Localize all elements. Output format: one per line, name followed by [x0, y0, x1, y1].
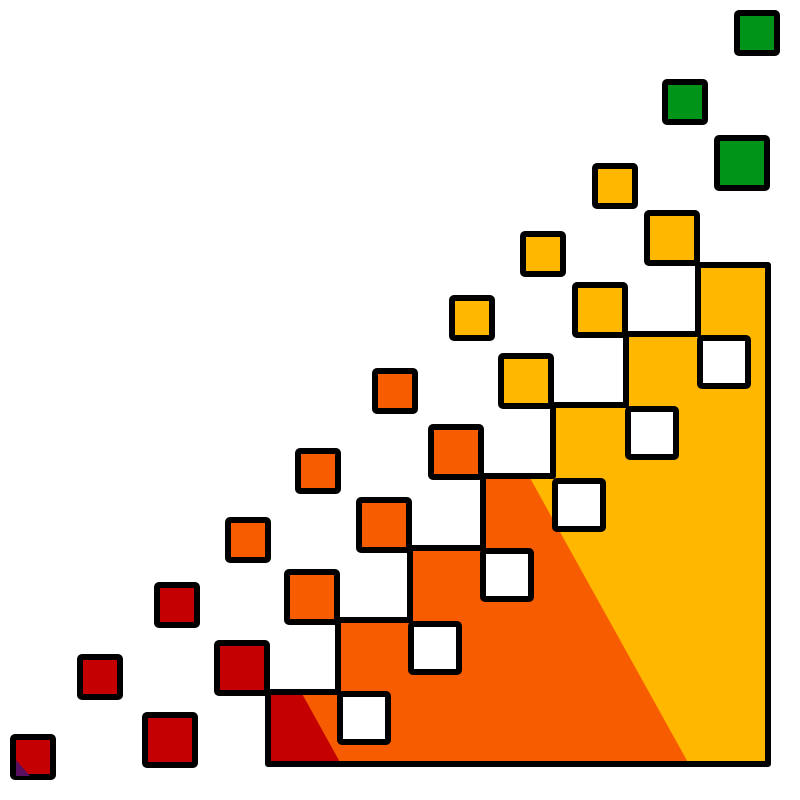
red-tile [10, 734, 56, 780]
amber-tile [520, 231, 566, 277]
orange-tile [356, 497, 412, 553]
colour-bands [265, 262, 771, 767]
amber-tile [592, 163, 638, 209]
orange-tile [295, 448, 341, 494]
empty-tile [552, 478, 606, 532]
orange-tile [372, 368, 418, 414]
amber-tile [572, 282, 628, 338]
amber-tile [498, 353, 554, 409]
purple-corner [16, 760, 30, 776]
red-tile [77, 654, 123, 700]
green-tile [714, 135, 770, 191]
empty-tile [408, 621, 462, 675]
diagonal-bands [268, 265, 768, 764]
empty-tile [697, 335, 751, 389]
empty-tile [480, 548, 534, 602]
green-tile [662, 79, 708, 125]
red-tile [154, 582, 200, 628]
red-tile [214, 640, 270, 696]
empty-tile [337, 691, 391, 745]
green-tile [734, 10, 780, 56]
red-tile [142, 712, 198, 768]
band-red [268, 690, 372, 764]
orange-tile [284, 569, 340, 625]
staircase-outline [265, 262, 771, 767]
amber-tile [644, 210, 700, 266]
amber-tile [449, 295, 495, 341]
square-tiles [10, 10, 780, 780]
orange-tile [428, 424, 484, 480]
empty-tile [625, 406, 679, 460]
orange-tile [225, 517, 271, 563]
